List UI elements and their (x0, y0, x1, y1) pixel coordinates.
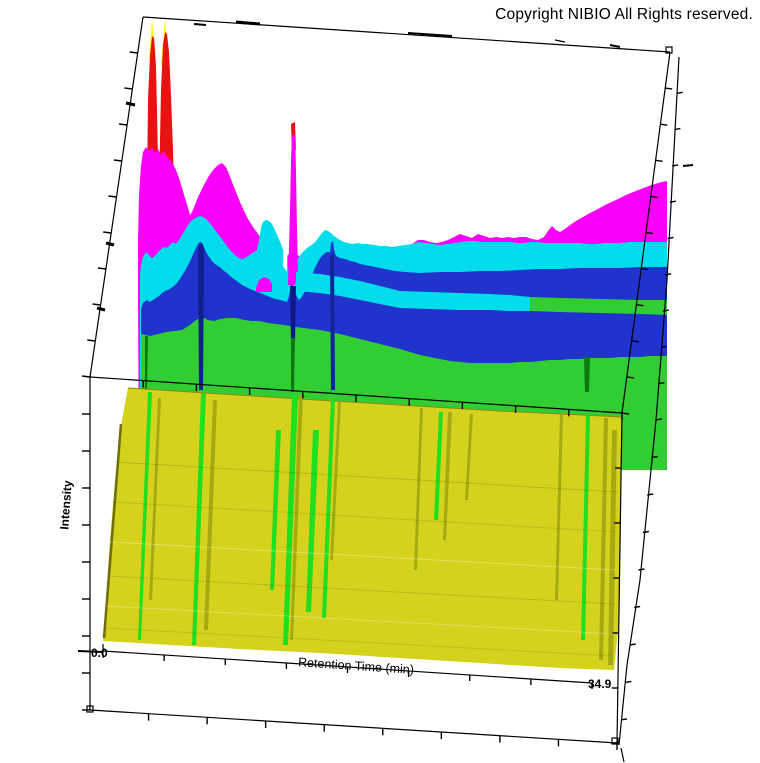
tick-mark (638, 568, 645, 571)
tick-mark (97, 267, 106, 270)
copyright-text: Copyright NIBIO All Rights reserved. (495, 6, 753, 23)
tick-mark (645, 231, 654, 235)
tick-mark (669, 200, 676, 203)
rt-axis-lead-tick (77, 650, 104, 653)
tick-mark (636, 304, 644, 307)
tick-mark (625, 680, 632, 684)
tick-mark (662, 309, 670, 312)
ticks-front-right-edge (611, 467, 622, 744)
needle-peak (288, 122, 298, 285)
tick-mark (671, 164, 679, 167)
right-isolated-dash (682, 164, 694, 167)
ticks-outer-ruler-bottom (620, 455, 658, 721)
tick-mark (124, 87, 133, 90)
magenta-bump-on-cyan (256, 277, 272, 292)
tick-mark (665, 87, 673, 90)
tick-mark (119, 123, 128, 126)
x-axis-min-label: 0.0 (91, 646, 108, 660)
corner-mark (665, 46, 673, 54)
tick-mark (631, 340, 639, 343)
tick-mark (658, 382, 665, 385)
floor-surface (102, 387, 623, 670)
floor-left-rim (102, 423, 123, 639)
tick-mark (655, 418, 663, 421)
tick-mark (108, 195, 117, 198)
corner-mark (611, 737, 619, 745)
tick-mark (103, 231, 112, 234)
tick-mark (81, 375, 91, 378)
frame-outer-right-ruler (618, 56, 680, 746)
y-axis-title: Intensity (57, 480, 74, 531)
floor-streaks (103, 392, 619, 665)
ticks-front-left-edge (82, 413, 90, 711)
ticks-back-right-edge (621, 87, 673, 415)
tick-mark (650, 195, 658, 199)
tick-mark (647, 493, 654, 496)
white-notch (283, 228, 288, 272)
tick-mark (676, 91, 683, 94)
x-axis-max-label: 34.9 (588, 677, 612, 691)
below-corner-tick (620, 747, 625, 763)
ticks-intensity-axis (81, 51, 138, 378)
tick-mark (620, 718, 628, 721)
tick-mark (655, 159, 663, 162)
floor-top-rim (127, 387, 623, 418)
tick-mark (87, 339, 96, 342)
tick-mark (621, 412, 630, 415)
tick-mark (626, 376, 634, 379)
tick-mark (113, 159, 122, 162)
green-strip-band (530, 297, 667, 315)
x-axis-title: Retention Time (min) (298, 655, 415, 677)
tick-mark (634, 605, 641, 609)
cyan-sliver-band (296, 272, 530, 311)
tick-mark (629, 643, 636, 646)
corner-mark (86, 705, 94, 713)
tick-mark (129, 51, 138, 54)
tick-mark (674, 127, 681, 131)
tick-mark (651, 455, 658, 459)
tick-mark (642, 530, 649, 534)
band-streaks (145, 243, 590, 392)
frame-floor-front-edge (89, 709, 618, 744)
tick-mark (92, 303, 101, 306)
ticks-floor-back-edge (142, 380, 623, 420)
ticks-intensity-thick (96, 101, 136, 312)
ticks-floor-front-edge (147, 713, 618, 750)
tick-mark (660, 123, 668, 126)
tick-mark (641, 267, 649, 271)
tick-mark (667, 236, 674, 240)
tick-mark (660, 345, 667, 349)
tick-mark (665, 273, 672, 276)
frame-back-top-edge (142, 16, 671, 53)
ticks-rt-axis (163, 654, 593, 689)
ticks-outer-ruler-top (655, 91, 683, 421)
